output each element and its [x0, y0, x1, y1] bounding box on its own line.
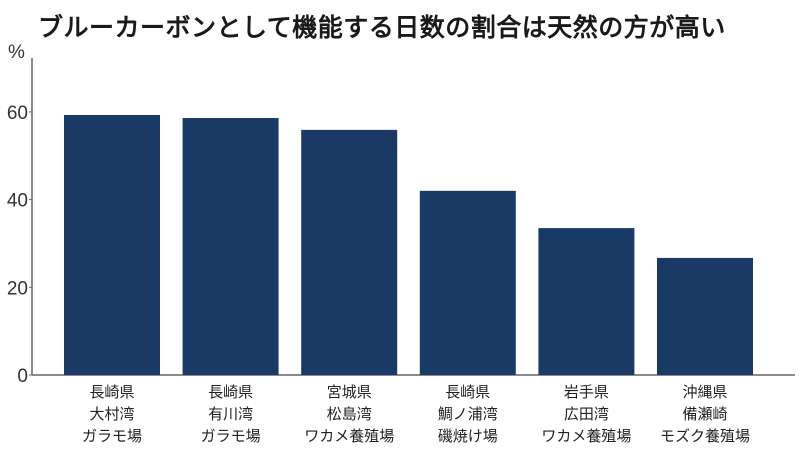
y-tick-label: 0	[17, 366, 28, 387]
x-category-label: 大村湾	[89, 405, 134, 423]
x-category-label: 岩手県	[564, 383, 609, 401]
x-category-label: 長崎県	[208, 383, 253, 401]
x-category-label: ガラモ場	[201, 427, 261, 445]
y-tick-label: 40	[7, 191, 28, 212]
x-category-label: 宮城県	[327, 383, 372, 401]
bar	[64, 114, 160, 376]
x-category-label: 有川湾	[208, 405, 253, 423]
x-category-label: 磯焼け場	[438, 427, 498, 445]
x-category-label: モズク養殖場	[660, 427, 750, 445]
bar	[419, 190, 516, 375]
y-axis-unit: %	[8, 42, 25, 63]
y-tick-label: 20	[7, 278, 28, 299]
chart-title: ブルーカーボンとして機能する日数の割合は天然の方が高い	[38, 13, 726, 42]
bar	[538, 228, 635, 375]
x-category-label: ワカメ養殖場	[541, 427, 631, 445]
x-category-label: 鯛ノ浦湾	[438, 405, 498, 423]
x-category-label: 長崎県	[89, 383, 134, 401]
x-category-label: ガラモ場	[82, 427, 142, 445]
bar	[182, 118, 279, 375]
x-category-label: 沖縄県	[682, 383, 727, 401]
x-category-label: ワカメ養殖場	[304, 427, 394, 445]
bar	[657, 257, 753, 375]
bar	[301, 129, 398, 375]
x-category-label: 広田湾	[564, 405, 609, 423]
x-category-label: 長崎県	[445, 383, 490, 401]
x-category-label: 松島湾	[327, 405, 372, 423]
x-category-label: 備瀬崎	[682, 405, 727, 423]
y-tick-label: 60	[7, 103, 28, 124]
